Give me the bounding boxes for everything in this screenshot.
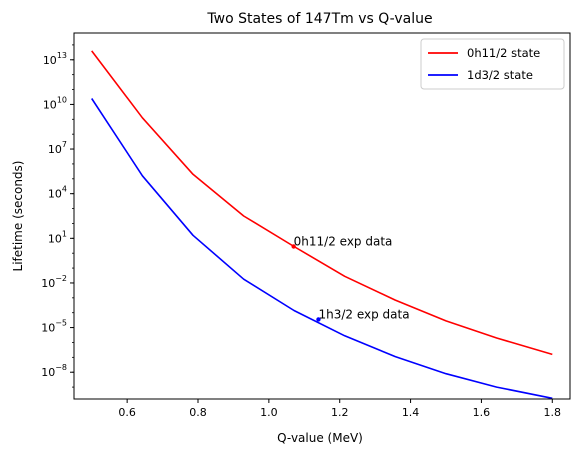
x-axis: 0.6 0.8 1.0 1.2 1.4 1.6 1.8 (118, 399, 561, 419)
plot-area (91, 50, 553, 400)
legend-label-1: 0h11/2 state (467, 46, 540, 60)
y-tick-label: 101 (48, 229, 67, 245)
exp-data-point-1 (291, 244, 296, 249)
legend-label-2: 1d3/2 state (467, 68, 533, 82)
x-tick-label: 0.8 (189, 406, 207, 419)
plot-frame (73, 32, 571, 400)
y-tick-label: 104 (48, 185, 67, 201)
y-tick-label: 1013 (43, 51, 67, 67)
annotations: 0h11/2 exp data 1h3/2 exp data (291, 235, 410, 322)
series-line-2 (91, 98, 553, 400)
y-axis-label: Lifetime (seconds) (11, 161, 25, 272)
y-tick-label: 10−2 (41, 274, 67, 290)
exp-data-label-1: 0h11/2 exp data (294, 235, 393, 249)
x-tick-label: 1.6 (473, 406, 491, 419)
y-axis: 1013 1010 107 104 101 10−2 10−5 10−8 (41, 44, 74, 388)
y-tick-label: 10−8 (41, 363, 67, 379)
x-tick-label: 0.6 (118, 406, 136, 419)
series-line-1 (91, 50, 553, 356)
x-tick-label: 1.2 (331, 406, 349, 419)
chart-title: Two States of 147Tm vs Q-value (206, 11, 432, 27)
exp-data-label-2: 1h3/2 exp data (318, 307, 409, 321)
x-tick-label: 1.8 (544, 406, 562, 419)
x-tick-label: 1.4 (402, 406, 420, 419)
x-axis-label: Q-value (MeV) (277, 431, 363, 445)
legend: 0h11/2 state 1d3/2 state (420, 38, 565, 90)
legend-box (420, 38, 565, 90)
x-tick-label: 1.0 (260, 406, 278, 419)
y-tick-label: 107 (48, 140, 67, 156)
y-tick-label: 10−5 (41, 319, 67, 335)
exp-data-point-2 (316, 317, 321, 322)
y-tick-label: 1010 (43, 95, 67, 111)
